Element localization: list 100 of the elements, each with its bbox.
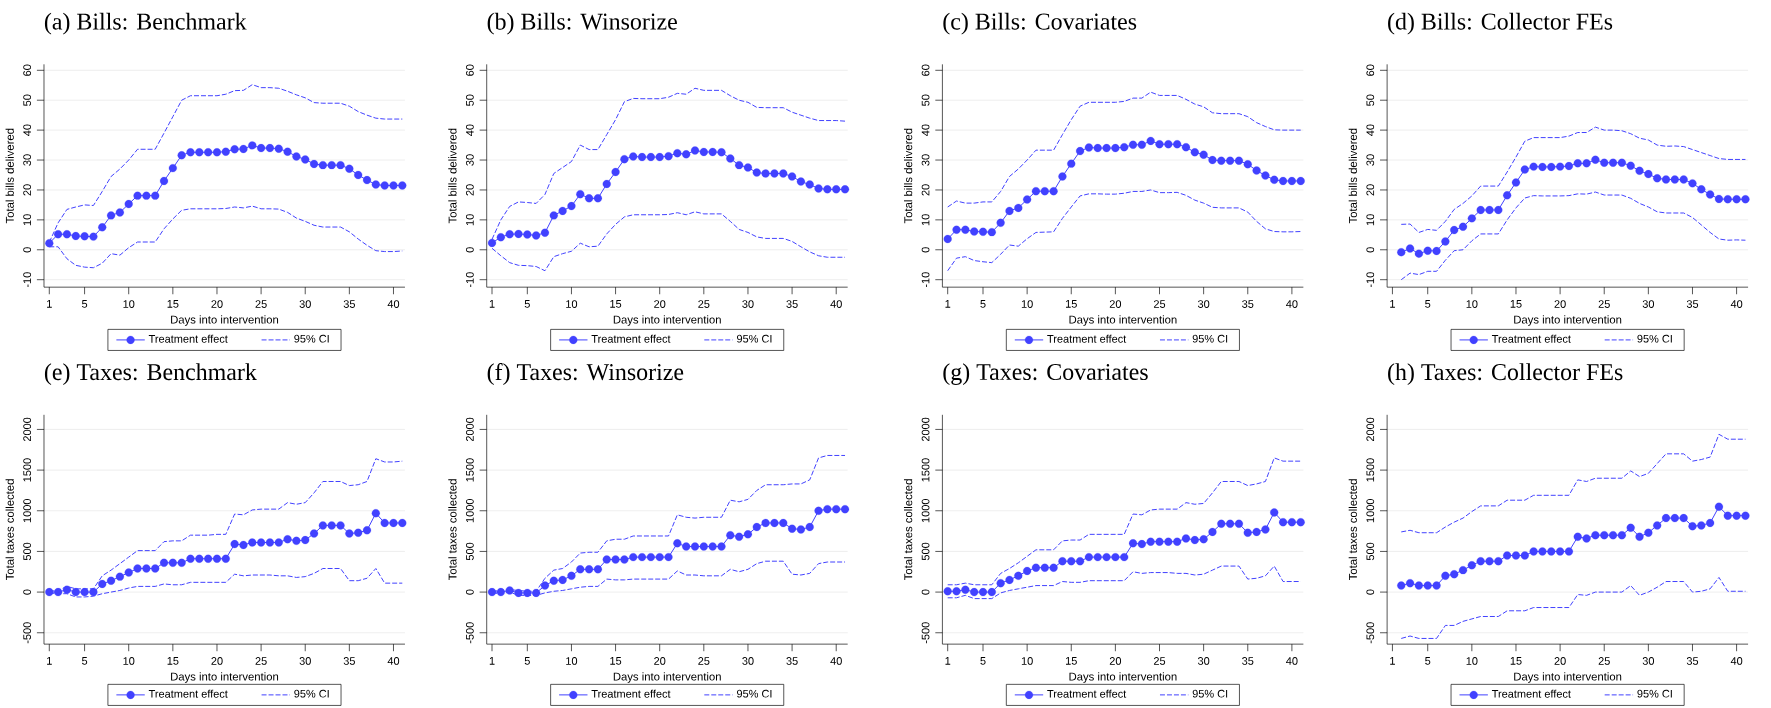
- point: [1432, 246, 1441, 256]
- x-tick-label: 1: [1390, 300, 1395, 308]
- x-tick-label: 10: [1021, 657, 1033, 665]
- point: [354, 170, 363, 180]
- legend-label: 95% CI: [1192, 334, 1228, 343]
- point: [761, 169, 770, 178]
- legend-label: Treatment effect: [1047, 689, 1127, 698]
- point: [230, 540, 239, 549]
- point: [212, 148, 222, 157]
- y-tick-label: 50: [23, 94, 32, 106]
- x-tick-label: 30: [1642, 300, 1655, 308]
- x-tick-label: 15: [610, 300, 622, 308]
- x-tick-label: 35: [786, 300, 798, 308]
- point: [151, 564, 160, 573]
- point: [248, 538, 257, 547]
- x-tick-label: 35: [1242, 300, 1254, 308]
- legend-label: Treatment effect: [591, 334, 671, 343]
- point: [1414, 581, 1423, 590]
- legend-label: Treatment effect: [591, 689, 671, 698]
- point: [1137, 540, 1146, 549]
- point: [1450, 570, 1459, 579]
- y-tick-label: 50: [1366, 94, 1375, 106]
- point: [1014, 571, 1023, 580]
- y-tick-label: 50: [921, 94, 930, 106]
- point: [1494, 557, 1503, 566]
- y-tick-label: 1000: [921, 499, 930, 523]
- x-tick-label: 30: [1642, 657, 1655, 665]
- point: [1287, 518, 1296, 527]
- chart-title: (g) Taxes: Covariates: [943, 363, 1148, 386]
- y-tick-label: 1500: [921, 458, 930, 482]
- point: [673, 539, 682, 548]
- point: [1084, 553, 1093, 562]
- point: [1102, 553, 1111, 562]
- x-tick-label: 25: [698, 300, 710, 308]
- point: [952, 225, 961, 234]
- point: [487, 588, 497, 597]
- point: [558, 575, 567, 584]
- point: [514, 229, 523, 239]
- y-tick-label: 1000: [1366, 499, 1375, 523]
- point: [805, 522, 814, 532]
- point: [996, 579, 1005, 588]
- point: [1190, 535, 1199, 545]
- x-tick-label: 20: [1109, 300, 1122, 308]
- point: [1173, 537, 1182, 546]
- point: [1084, 143, 1093, 152]
- x-tick-label: 5: [1425, 657, 1431, 665]
- point: [655, 152, 664, 162]
- point: [1049, 563, 1058, 572]
- point: [106, 211, 116, 220]
- point: [124, 568, 133, 577]
- x-tick-label: 10: [1466, 657, 1478, 665]
- point: [221, 147, 230, 156]
- legend-label: Treatment effect: [1491, 334, 1571, 343]
- point: [1653, 174, 1662, 183]
- point: [230, 145, 239, 154]
- point: [1102, 144, 1111, 153]
- point: [699, 147, 708, 157]
- chart-title: (e) Taxes: Benchmark: [44, 363, 257, 385]
- point: [168, 558, 177, 567]
- point: [840, 185, 850, 194]
- point: [177, 151, 186, 160]
- point: [540, 581, 550, 590]
- y-tick-label: 60: [921, 64, 930, 76]
- point: [204, 554, 213, 563]
- point: [1608, 158, 1618, 167]
- x-tick-label: 35: [1686, 657, 1699, 665]
- point: [283, 535, 292, 544]
- point: [496, 588, 505, 597]
- point: [523, 230, 532, 239]
- y-tick-label: 2000: [23, 417, 32, 442]
- point: [655, 553, 664, 562]
- point: [593, 194, 603, 203]
- point: [1582, 159, 1591, 168]
- point: [1120, 553, 1129, 562]
- x-tick-label: 15: [1510, 300, 1522, 308]
- point: [1040, 187, 1049, 196]
- point: [987, 588, 996, 597]
- y-tick-label: 1000: [465, 499, 474, 523]
- point: [664, 553, 673, 562]
- point: [327, 521, 336, 530]
- point: [71, 231, 80, 241]
- point: [309, 529, 319, 538]
- x-tick-label: 30: [1197, 657, 1210, 665]
- point: [796, 525, 805, 534]
- point: [832, 185, 841, 194]
- point: [292, 152, 301, 161]
- point: [1146, 136, 1155, 145]
- y-axis-title: Total taxes collected: [448, 479, 457, 581]
- point: [1146, 537, 1155, 546]
- point: [1520, 165, 1529, 174]
- point: [327, 161, 336, 170]
- point: [204, 148, 213, 157]
- point: [380, 518, 389, 528]
- x-axis-title: Days into intervention: [613, 315, 721, 326]
- point: [371, 180, 380, 189]
- point: [1600, 158, 1609, 167]
- point: [1287, 176, 1296, 186]
- point: [726, 154, 735, 163]
- point: [1155, 537, 1164, 546]
- point: [1270, 175, 1279, 184]
